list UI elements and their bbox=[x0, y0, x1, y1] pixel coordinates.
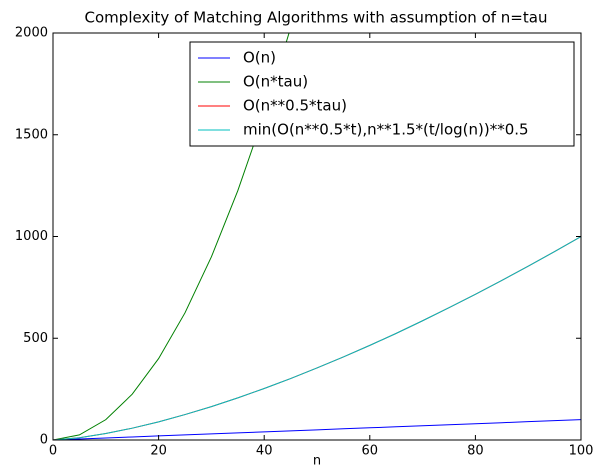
series-line bbox=[53, 419, 581, 440]
x-axis-label: n bbox=[313, 454, 321, 468]
legend-label: min(O(n**0.5*t),n**1.5*(t/log(n))**0.5 bbox=[243, 121, 529, 139]
legend-label: O(n*tau) bbox=[243, 73, 308, 91]
legend-label: O(n) bbox=[243, 49, 276, 67]
x-tick-label: 100 bbox=[569, 444, 594, 459]
x-tick-label: 60 bbox=[362, 444, 379, 459]
plot-lines bbox=[53, 33, 581, 440]
x-tick-label: 80 bbox=[467, 444, 484, 459]
legend-label: O(n**0.5*tau) bbox=[243, 97, 347, 115]
y-tick-label: 1000 bbox=[15, 229, 48, 244]
series-line bbox=[53, 236, 581, 440]
x-tick-label: 20 bbox=[150, 444, 167, 459]
y-tick-label: 500 bbox=[23, 331, 48, 346]
legend: O(n) O(n*tau) O(n**0.5*tau) min(O(n**0.5*t)… bbox=[189, 41, 575, 147]
series-line bbox=[53, 33, 290, 440]
chart-title: Complexity of Matching Algorithms with a… bbox=[85, 9, 548, 27]
x-tick-label: 0 bbox=[49, 444, 57, 459]
legend-box bbox=[189, 41, 575, 147]
x-tick-label: 40 bbox=[256, 444, 273, 459]
series-line bbox=[53, 236, 581, 440]
y-tick-label: 2000 bbox=[15, 26, 48, 41]
y-tick-label: 1500 bbox=[15, 127, 48, 142]
y-tick-label: 0 bbox=[40, 433, 48, 448]
